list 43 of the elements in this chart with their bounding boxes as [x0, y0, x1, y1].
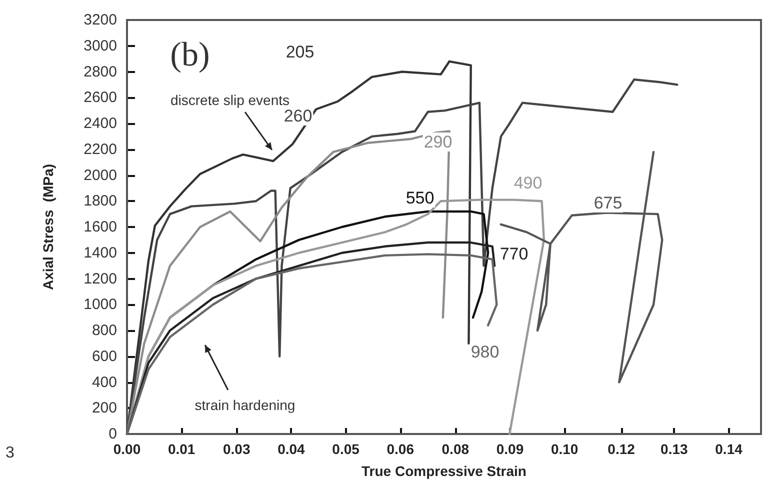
annotation: discrete slip events [170, 92, 290, 108]
text: 205 [286, 42, 314, 62]
y-tick-label: 1000 [84, 296, 117, 314]
series-label: 550 [406, 188, 434, 208]
y-tick-label: 2800 [84, 63, 117, 80]
y-tick-label: 1200 [84, 270, 117, 288]
x-tick-label: 0.06 [386, 441, 414, 457]
series-label: 675 [594, 194, 622, 212]
annotation: strain hardening [194, 397, 296, 413]
x-axis-title: True Compressive Strain [362, 463, 526, 479]
y-tick-label: 3200 [84, 12, 117, 28]
series-label: 770 [500, 244, 528, 264]
x-tick-label: 0.05 [332, 441, 360, 457]
x-tick-label: 0.10 [550, 441, 578, 457]
y-tick-label: 0 [108, 426, 117, 442]
y-tick-label: 2200 [84, 140, 117, 158]
y-tick-label: 2000 [84, 166, 117, 184]
x-tick-label: 0.13 [660, 441, 688, 457]
text: 3 [6, 444, 15, 462]
y-tick-label: 1800 [84, 192, 117, 210]
x-tick-label: 0.12 [608, 441, 636, 457]
y-tick-label: 1400 [84, 244, 117, 262]
y-tick-label: 200 [92, 400, 117, 417]
y-tick-label: 600 [92, 348, 117, 365]
y-tick-label: 2400 [84, 115, 117, 132]
x-tick-label: 0.08 [442, 441, 470, 457]
y-tick-label: 3000 [84, 37, 117, 54]
y-axis-title: Axial Stress (MPa) [40, 164, 56, 290]
series-label: 290 [424, 132, 452, 152]
series-label: 490 [514, 174, 542, 192]
y-tick-label: 1600 [84, 218, 117, 236]
x-tick-label: 0.04 [278, 441, 306, 457]
series-label: 980 [470, 342, 500, 362]
x-tick-label: 0.09 [496, 441, 524, 457]
x-tick-label: 0.01 [168, 441, 196, 457]
y-tick-label: 400 [92, 374, 117, 391]
x-tick-label: 0.14 [715, 441, 743, 457]
text: 260 [284, 106, 312, 126]
annotation: (b) [170, 36, 210, 74]
y-tick-label: 800 [92, 322, 117, 339]
x-tick-label: 0.00 [113, 441, 141, 457]
x-tick-label: 0.03 [222, 441, 250, 457]
y-tick-label: 2600 [84, 89, 117, 106]
